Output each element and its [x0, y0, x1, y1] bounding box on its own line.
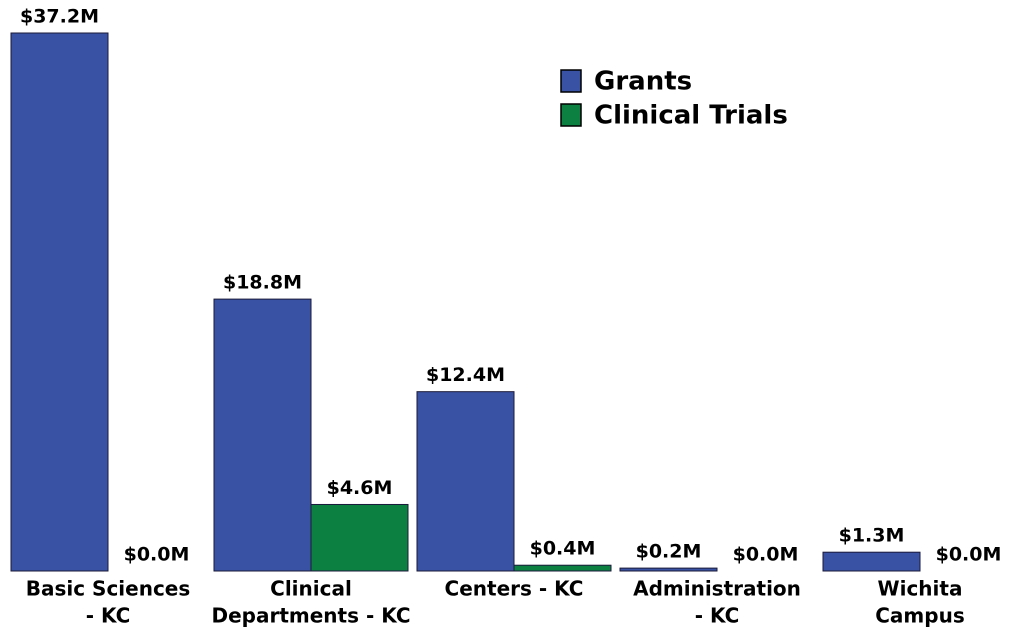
value-label: $0.0M	[733, 544, 799, 566]
legend-label: Clinical Trials	[594, 101, 788, 131]
value-label: $1.3M	[839, 525, 905, 547]
x-tick-label: - KC	[695, 604, 740, 627]
x-tick-label: - KC	[86, 604, 131, 627]
value-label: $12.4M	[426, 364, 505, 386]
bar	[619, 567, 718, 572]
value-label: $0.4M	[530, 538, 596, 560]
value-label: $37.2M	[20, 6, 99, 28]
bar	[822, 551, 921, 572]
value-label: $0.0M	[936, 544, 1002, 566]
bar	[310, 503, 409, 572]
x-tick-label: Departments - KC	[211, 604, 410, 627]
x-tick-label: Centers - KC	[445, 577, 584, 601]
x-tick-label: Campus	[875, 604, 964, 627]
x-tick-label: Administration	[633, 577, 801, 601]
bar	[213, 298, 312, 572]
value-label: $4.6M	[327, 477, 393, 499]
value-label: $0.2M	[636, 541, 702, 563]
bar	[416, 391, 515, 572]
bar	[10, 32, 109, 572]
x-tick-label: Clinical	[270, 577, 352, 601]
x-tick-label: Basic Sciences	[26, 577, 191, 601]
value-label: $0.0M	[124, 544, 190, 566]
legend-swatch	[560, 69, 582, 93]
value-label: $18.8M	[223, 272, 302, 294]
bar	[513, 564, 612, 572]
legend-label: Grants	[594, 67, 692, 97]
legend-swatch	[560, 103, 582, 127]
x-tick-label: Wichita	[878, 577, 963, 601]
